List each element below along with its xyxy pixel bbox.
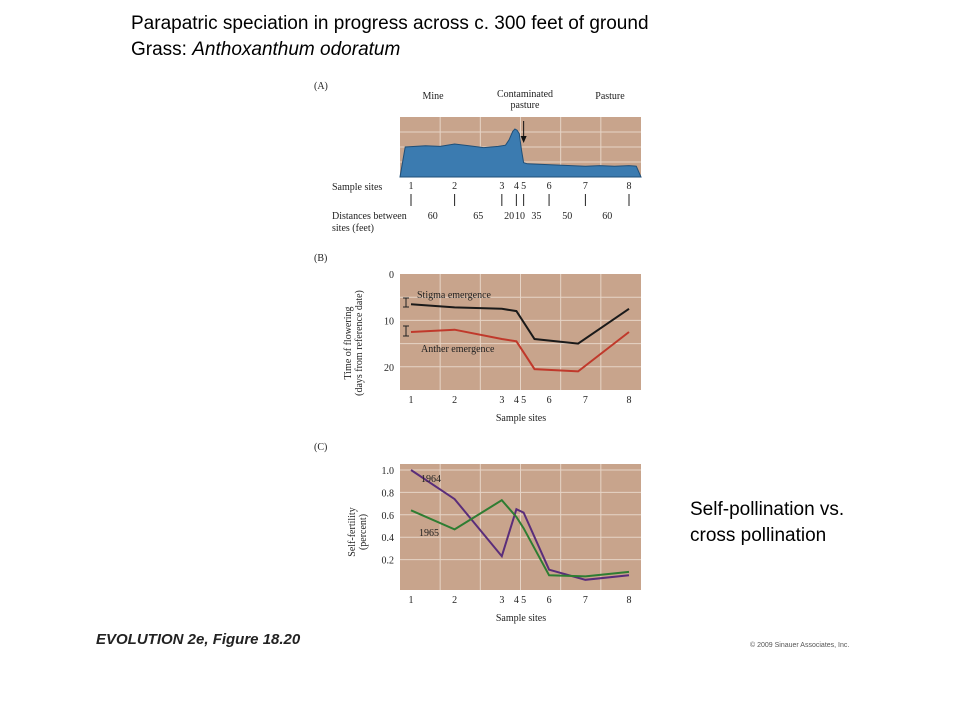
panel-c-y-tick: 0.8 bbox=[382, 488, 395, 499]
side-note-line-1: Self-pollination vs. bbox=[690, 499, 845, 520]
anther-emergence-label: Anther emergence bbox=[421, 344, 495, 355]
panel-b-x-tick: 2 bbox=[452, 395, 457, 406]
panel-c-label: (C) bbox=[314, 442, 327, 453]
terrain-profile bbox=[399, 128, 642, 178]
site-number: 6 bbox=[547, 181, 552, 192]
panel-b-y-tick: 10 bbox=[384, 316, 394, 327]
stigma-emergence-label: Stigma emergence bbox=[417, 290, 492, 301]
distance-value: 65 bbox=[473, 211, 483, 222]
distances-label-2: sites (feet) bbox=[332, 223, 374, 234]
panel-c-y-tick: 0.6 bbox=[382, 511, 395, 522]
series-1964-line bbox=[410, 469, 630, 581]
species-name: Anthoxanthum odoratum bbox=[192, 39, 401, 60]
anther-emergence-line bbox=[410, 328, 630, 373]
region-label: Mine bbox=[422, 91, 444, 102]
series-1965-label: 1965 bbox=[419, 528, 439, 539]
slide-title: Parapatric speciation in progress across… bbox=[131, 11, 649, 63]
site-number: 4 bbox=[514, 181, 519, 192]
panel-b-ylabel: Time of flowering bbox=[343, 307, 354, 380]
panel-c-ylabel: Self-fertility bbox=[347, 507, 358, 556]
panel-b-x-tick: 1 bbox=[409, 395, 414, 406]
distance-value: 60 bbox=[602, 211, 612, 222]
site-number: 1 bbox=[409, 181, 414, 192]
site-number: 8 bbox=[627, 181, 632, 192]
panel-b-ylabel-2: (days from reference date) bbox=[354, 290, 365, 396]
panel-c-x-tick: 2 bbox=[452, 595, 457, 606]
region-label: Pasture bbox=[595, 91, 625, 102]
copyright: © 2009 Sinauer Associates, Inc. bbox=[750, 642, 850, 649]
panel-c-x-tick: 3 bbox=[499, 595, 504, 606]
panel-c-x-tick: 4 bbox=[514, 595, 519, 606]
title-line-1: Parapatric speciation in progress across… bbox=[131, 13, 649, 34]
distance-value: 10 bbox=[515, 211, 525, 222]
panel-b-x-tick: 4 bbox=[514, 395, 519, 406]
panel-c-x-tick: 7 bbox=[583, 595, 588, 606]
panel-c-x-tick: 5 bbox=[521, 595, 526, 606]
side-note: Self-pollination vs. cross pollination bbox=[690, 497, 920, 549]
panel-a-label: (A) bbox=[314, 81, 328, 92]
error-bar bbox=[403, 325, 409, 337]
panel-c-x-tick: 8 bbox=[627, 595, 632, 606]
distance-value: 20 bbox=[504, 211, 514, 222]
series-1964-label: 1964 bbox=[421, 474, 441, 485]
panel-c-y-tick: 1.0 bbox=[382, 466, 395, 477]
distance-value: 50 bbox=[562, 211, 572, 222]
distance-value: 60 bbox=[428, 211, 438, 222]
panel-c-y-tick: 0.4 bbox=[382, 533, 395, 544]
panel-b-x-tick: 8 bbox=[627, 395, 632, 406]
panel-c-x-tick: 6 bbox=[547, 595, 552, 606]
panel-b-y-tick: 0 bbox=[389, 270, 394, 281]
title-line-2: Grass: Anthoxanthum odoratum bbox=[131, 37, 649, 63]
site-number: 5 bbox=[521, 181, 526, 192]
distance-value: 35 bbox=[531, 211, 541, 222]
arrow-head-icon bbox=[520, 136, 527, 143]
panel-b-x-tick: 3 bbox=[499, 395, 504, 406]
region-label: Contaminated bbox=[497, 89, 553, 100]
region-label: pasture bbox=[511, 100, 540, 111]
panel-c-xlabel: Sample sites bbox=[496, 613, 546, 624]
site-number: 3 bbox=[499, 181, 504, 192]
figure-caption: EVOLUTION 2e, Figure 18.20 bbox=[96, 631, 301, 648]
distances-label: Distances between bbox=[332, 211, 407, 222]
error-bar bbox=[403, 297, 409, 308]
side-note-line-2: cross pollination bbox=[690, 525, 827, 546]
series-1965-line bbox=[410, 498, 630, 578]
panel-b-y-tick: 20 bbox=[384, 363, 394, 374]
panel-b-x-tick: 5 bbox=[521, 395, 526, 406]
site-number: 7 bbox=[583, 181, 588, 192]
sample-sites-label: Sample sites bbox=[332, 182, 382, 193]
panel-b-xlabel: Sample sites bbox=[496, 413, 546, 424]
panel-b-label: (B) bbox=[314, 253, 327, 264]
site-number: 2 bbox=[452, 181, 457, 192]
stigma-emergence-line bbox=[410, 303, 630, 345]
panel-b-x-tick: 7 bbox=[583, 395, 588, 406]
panel-b-x-tick: 6 bbox=[547, 395, 552, 406]
panel-c-y-tick: 0.2 bbox=[382, 556, 395, 567]
panel-c-ylabel-2: (percent) bbox=[358, 514, 369, 550]
title-line-2-prefix: Grass: bbox=[131, 39, 193, 60]
panel-c-x-tick: 1 bbox=[409, 595, 414, 606]
